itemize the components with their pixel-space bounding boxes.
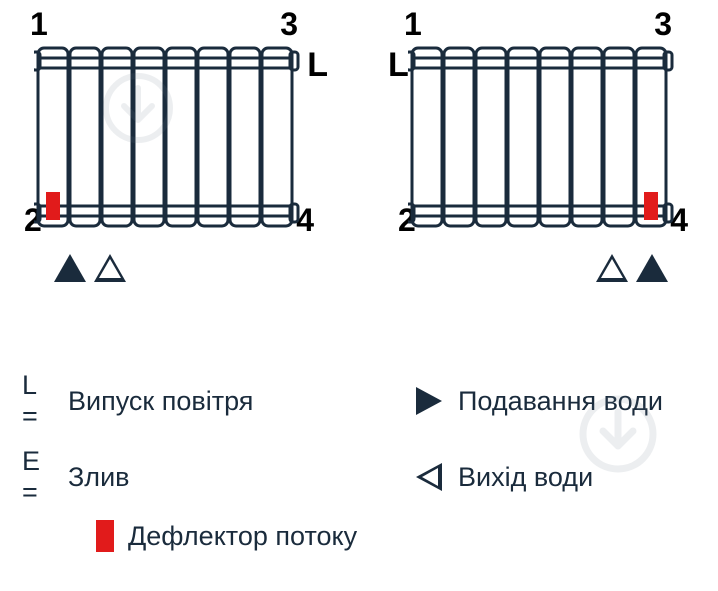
legend-item-deflector: Дефлектор потоку: [96, 520, 357, 552]
supply-arrow-icon: [54, 254, 86, 282]
legend-item-outlet: Вихід води: [412, 446, 593, 508]
legend-symbol-L: L =: [22, 370, 56, 432]
air-vent-label: L: [388, 46, 409, 85]
legend: L = Випуск повітря Подавання води E = Зл…: [22, 370, 696, 522]
legend-item-supply: Подавання води: [412, 370, 663, 432]
legend-item-air: L = Випуск повітря: [22, 370, 352, 432]
outlet-arrow-icon: [412, 463, 446, 491]
outlet-arrow-icon: [94, 254, 126, 282]
radiator-diagram-right: 1 3 2 4 L: [394, 6, 698, 286]
radiator-svg: [34, 44, 308, 234]
port-label-3: 3: [280, 6, 298, 43]
legend-row: L = Випуск повітря Подавання води: [22, 370, 696, 432]
radiator-diagram-left: 1 3 2 4 L: [20, 6, 324, 286]
legend-text: Злив: [68, 462, 130, 493]
flow-arrows: [596, 254, 668, 282]
supply-arrow-icon: [636, 254, 668, 282]
legend-text: Випуск повітря: [68, 386, 253, 417]
air-vent-label: L: [307, 46, 328, 85]
diagram-row: 1 3 2 4 L: [0, 0, 718, 286]
port-label-3: 3: [654, 6, 672, 43]
port-label-1: 1: [30, 6, 48, 43]
legend-text: Подавання води: [458, 386, 663, 417]
radiator-svg: [408, 44, 682, 234]
flow-arrows: [54, 254, 126, 282]
port-label-1: 1: [404, 6, 422, 43]
legend-text: Дефлектор потоку: [128, 521, 357, 552]
deflector-marker: [46, 192, 60, 220]
outlet-arrow-icon: [596, 254, 628, 282]
legend-text: Вихід води: [458, 462, 593, 493]
deflector-icon: [96, 520, 114, 552]
supply-arrow-icon: [412, 387, 446, 415]
legend-symbol-E: E =: [22, 446, 56, 508]
deflector-marker: [644, 192, 658, 220]
legend-item-drain: E = Злив: [22, 446, 352, 508]
legend-row: E = Злив Вихід води: [22, 446, 696, 508]
